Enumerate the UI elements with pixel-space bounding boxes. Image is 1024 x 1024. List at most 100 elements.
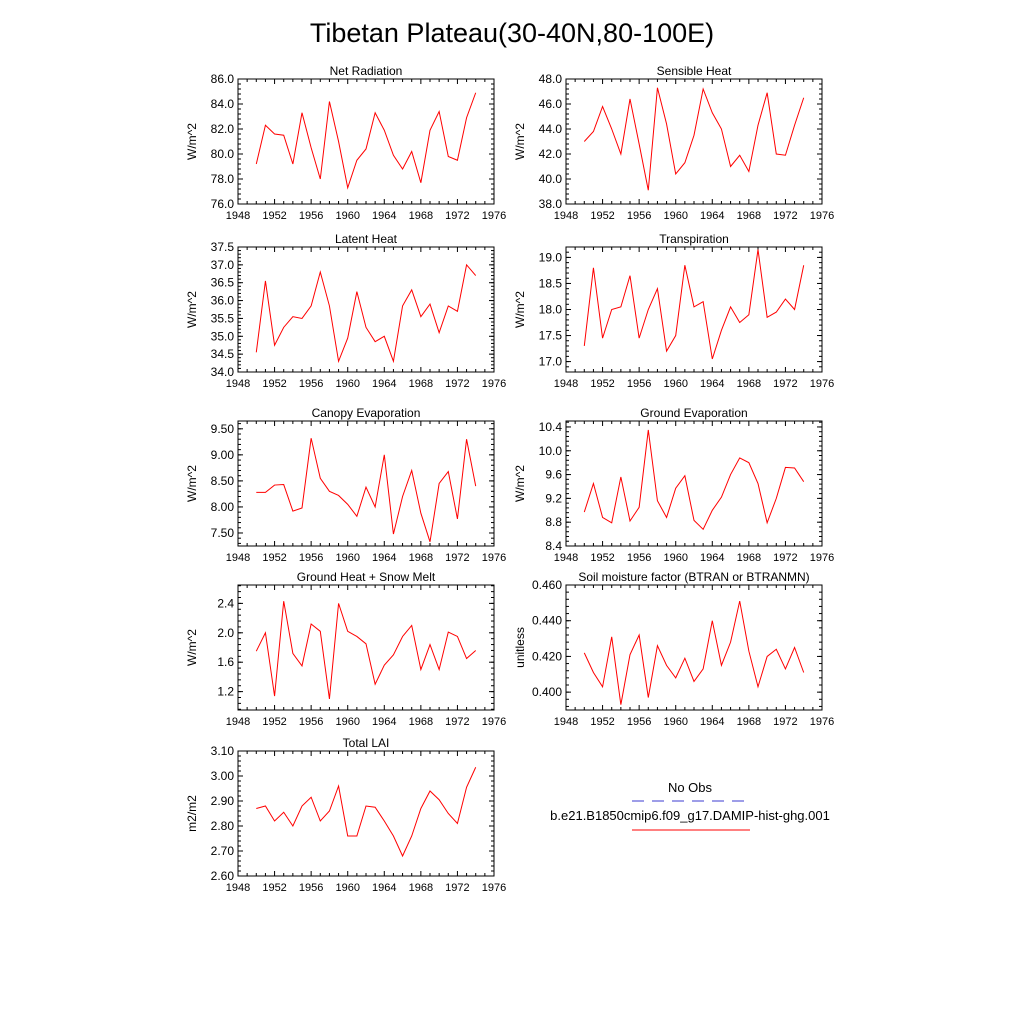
y-tick-label: 2.60 [211, 869, 235, 883]
x-tick-label: 1968 [737, 210, 761, 222]
x-tick-label: 1964 [372, 210, 396, 222]
y-tick-label: 84.0 [211, 97, 235, 111]
chart-panel-0: Net Radiation W/m^2 1948 1952 1956 1960 1964 19… [185, 64, 506, 222]
x-tick-label: 1968 [409, 552, 433, 564]
y-tick-label: 7.50 [211, 526, 235, 540]
y-tick-label: 0.420 [532, 649, 562, 663]
plot-frame [237, 420, 495, 547]
plot-frame [237, 750, 495, 877]
x-tick-label: 1964 [372, 552, 396, 564]
x-tick-label: 1956 [627, 378, 651, 390]
panel-title: Ground Evaporation [640, 406, 747, 420]
x-tick-label: 1956 [299, 210, 323, 222]
y-tick-label: 40.0 [539, 172, 563, 186]
y-axis-label: W/m^2 [185, 465, 199, 502]
x-tick-label: 1960 [335, 552, 359, 564]
series-line [256, 767, 477, 858]
y-tick-label: 0.440 [532, 614, 562, 628]
y-tick-label: 34.0 [211, 365, 235, 379]
x-tick-label: 1972 [773, 378, 797, 390]
x-tick-label: 1948 [554, 210, 578, 222]
x-tick-label: 1960 [335, 210, 359, 222]
x-tick-label: 1972 [445, 378, 469, 390]
y-tick-label: 38.0 [539, 197, 563, 211]
chart-panel-4: Canopy Evaporation W/m^2 1948 1952 1956 1960 1… [185, 406, 506, 564]
x-tick-label: 1968 [409, 378, 433, 390]
y-tick-label: 35.0 [211, 329, 235, 343]
y-tick-label: 42.0 [539, 147, 563, 161]
x-tick-label: 1964 [372, 378, 396, 390]
plot-frame [565, 420, 823, 547]
x-tick-label: 1956 [299, 378, 323, 390]
y-tick-label: 19.0 [539, 250, 563, 264]
y-tick-label: 2.4 [217, 596, 234, 610]
x-tick-label: 1964 [700, 552, 724, 564]
chart-panel-5: Ground Evaporation W/m^2 1948 1952 1956 1960 1… [513, 406, 834, 564]
y-tick-label: 1.6 [217, 655, 234, 669]
x-tick-label: 1952 [262, 210, 286, 222]
x-tick-label: 1960 [335, 716, 359, 728]
x-tick-label: 1960 [663, 552, 687, 564]
panel-title: Net Radiation [330, 64, 403, 78]
x-tick-label: 1976 [810, 210, 834, 222]
x-tick-label: 1972 [445, 552, 469, 564]
chart-panel-3: Transpiration W/m^2 1948 1952 1956 1960 1964 19… [513, 232, 834, 390]
y-tick-label: 44.0 [539, 122, 563, 136]
y-tick-label: 10.4 [539, 420, 563, 434]
x-tick-label: 1972 [773, 210, 797, 222]
x-tick-label: 1976 [810, 552, 834, 564]
x-tick-label: 1968 [737, 716, 761, 728]
legend-obs-label: No Obs [668, 780, 713, 795]
chart-panel-2: Latent Heat W/m^2 1948 1952 1956 1960 1964 1968… [185, 232, 506, 390]
series-line [255, 263, 477, 364]
y-tick-label: 8.4 [545, 539, 562, 553]
x-tick-label: 1976 [810, 716, 834, 728]
y-tick-label: 82.0 [211, 122, 235, 136]
y-tick-label: 3.00 [211, 769, 235, 783]
y-axis-label: W/m^2 [513, 465, 527, 502]
x-tick-label: 1972 [445, 716, 469, 728]
panels-group: Net Radiation W/m^2 1948 1952 1956 1960 1964 19… [185, 64, 834, 894]
x-tick-label: 1952 [590, 378, 614, 390]
panel-title: Sensible Heat [657, 64, 732, 78]
chart-panel-7: Soil moisture factor (BTRAN or BTRANMN) u… [513, 570, 834, 728]
chart-panel-1: Sensible Heat W/m^2 1948 1952 1956 1960 1964 19… [513, 64, 834, 222]
y-tick-label: 0.400 [532, 685, 562, 699]
x-tick-label: 1976 [482, 210, 506, 222]
y-tick-label: 8.00 [211, 500, 235, 514]
x-tick-label: 1972 [445, 882, 469, 894]
panel-title: Total LAI [343, 736, 390, 750]
x-tick-label: 1972 [773, 552, 797, 564]
x-tick-label: 1960 [663, 716, 687, 728]
y-tick-label: 34.5 [211, 347, 235, 361]
y-tick-label: 9.2 [545, 491, 562, 505]
x-tick-label: 1956 [627, 716, 651, 728]
series-line [583, 429, 805, 531]
x-tick-label: 1976 [810, 378, 834, 390]
chart-panel-8: Total LAI m2/m2 1948 1952 1956 1960 1964 1968 19… [185, 736, 506, 894]
y-tick-label: 0.460 [532, 578, 562, 592]
x-tick-label: 1948 [226, 882, 250, 894]
x-tick-label: 1976 [482, 882, 506, 894]
y-axis-label: W/m^2 [513, 123, 527, 160]
y-tick-label: 3.10 [211, 744, 235, 758]
chart-panel-6: Ground Heat + Snow Melt W/m^2 1948 1952 1956… [185, 570, 506, 728]
y-tick-label: 9.6 [545, 468, 562, 482]
series-line [255, 601, 477, 700]
x-tick-label: 1964 [372, 882, 396, 894]
y-tick-label: 2.80 [211, 819, 235, 833]
x-tick-label: 1960 [663, 210, 687, 222]
x-tick-label: 1968 [737, 378, 761, 390]
y-tick-label: 76.0 [211, 197, 235, 211]
y-tick-label: 2.0 [217, 626, 234, 640]
x-tick-label: 1948 [554, 552, 578, 564]
y-tick-label: 2.70 [211, 844, 235, 858]
y-tick-label: 78.0 [211, 172, 235, 186]
x-tick-label: 1952 [590, 552, 614, 564]
y-tick-label: 10.0 [539, 444, 563, 458]
x-tick-label: 1968 [737, 552, 761, 564]
x-tick-label: 1976 [482, 378, 506, 390]
x-tick-label: 1956 [299, 882, 323, 894]
panel-title: Transpiration [659, 232, 729, 246]
